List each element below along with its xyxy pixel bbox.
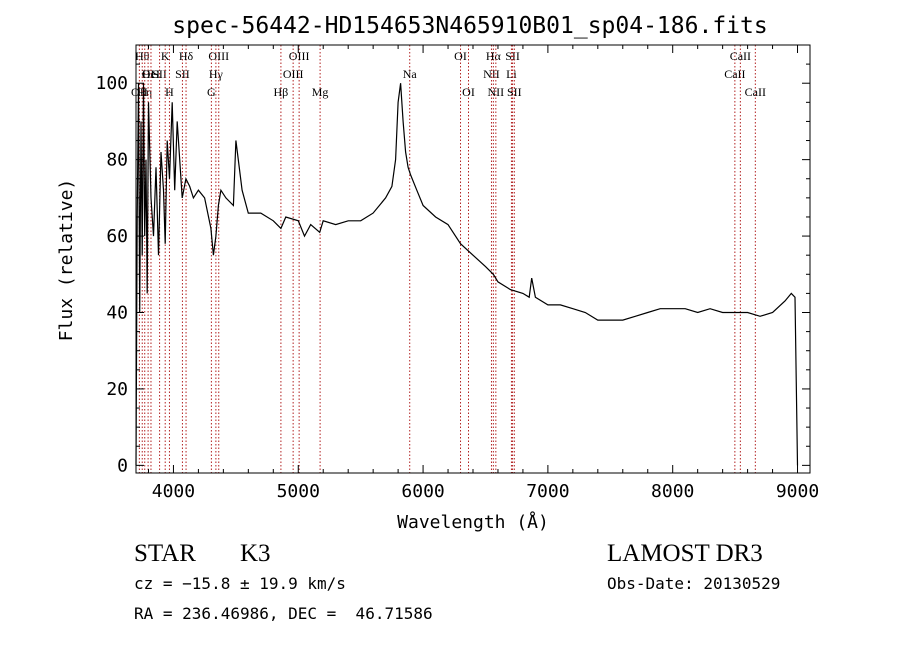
y-tick-label-2: 40 — [106, 303, 128, 324]
line-marker-label-6: K — [161, 49, 170, 63]
x-tick-label-1: 5000 — [277, 481, 320, 502]
spectrum-series — [135, 83, 799, 466]
line-marker-label-8: SII — [175, 67, 190, 81]
x-tick-label-0: 4000 — [152, 481, 195, 502]
series-line-0 — [135, 83, 799, 466]
y-tick-label-4: 80 — [106, 150, 128, 171]
redshift-readout: cz = −15.8 ± 19.9 km/s — [134, 574, 346, 593]
line-marker-label-15: OIII — [289, 49, 310, 63]
line-marker-label-12: OIII — [208, 49, 229, 63]
line-marker-label-11: Hγ — [209, 67, 224, 81]
line-marker-label-7: H — [165, 85, 174, 99]
class-label: STAR — [134, 540, 196, 567]
line-marker-label-9: Hδ — [179, 49, 194, 63]
x-tick-label-2: 6000 — [401, 481, 444, 502]
line-marker-label-16: Mg — [312, 85, 329, 99]
plot-frame — [135, 44, 811, 474]
line-marker-label-23: Li — [506, 67, 517, 81]
line-marker-label-20: NII — [483, 67, 500, 81]
line-marker-label-28: CaII — [745, 85, 766, 99]
spectral-line-markers: OIIHθHηOIHeISIIKHSIIHδGHγOIIIHβOIIIOIIIM… — [131, 45, 766, 473]
line-marker-label-21: Hα — [486, 49, 502, 63]
y-axis: 0 20 40 60 80 100 — [95, 63, 810, 476]
y-tick-label-3: 60 — [106, 226, 128, 247]
x-axis-label: Wavelength (Å) — [397, 511, 549, 533]
line-marker-label-24: SII — [505, 49, 520, 63]
line-marker-label-13: Hβ — [274, 85, 289, 99]
line-marker-label-19: OI — [462, 85, 475, 99]
x-axis: 4000 5000 6000 7000 8000 9000 — [147, 45, 819, 502]
obs-date: Obs-Date: 20130529 — [607, 574, 781, 593]
line-marker-label-27: CaII — [730, 49, 751, 63]
line-marker-label-25: SII — [507, 85, 522, 99]
y-tick-label-5: 100 — [95, 73, 128, 94]
y-tick-label-1: 20 — [106, 379, 128, 400]
coordinates: RA = 236.46986, DEC = 46.71586 — [134, 604, 433, 623]
x-tick-label-3: 7000 — [526, 481, 569, 502]
line-marker-label-22: NII — [488, 85, 505, 99]
line-marker-label-4: HeI — [142, 67, 160, 81]
x-tick-label-4: 8000 — [651, 481, 694, 502]
line-marker-label-2: Hη — [137, 85, 152, 99]
line-marker-label-14: OIII — [283, 67, 304, 81]
line-marker-label-1: Hθ — [135, 49, 150, 63]
survey-label: LAMOST DR3 — [607, 540, 763, 567]
x-tick-label-5: 9000 — [776, 481, 819, 502]
line-marker-label-18: OI — [454, 49, 467, 63]
chart-title: spec-56442-HD154653N465910B01_sp04-186.f… — [172, 13, 767, 39]
line-marker-label-17: Na — [403, 67, 418, 81]
subclass-label: K3 — [240, 540, 271, 567]
line-marker-label-5: SII — [152, 67, 167, 81]
y-axis-label: Flux (relative) — [56, 179, 77, 342]
line-marker-label-26: CaII — [724, 67, 745, 81]
line-marker-label-10: G — [207, 85, 216, 99]
y-tick-label-0: 0 — [117, 455, 128, 476]
